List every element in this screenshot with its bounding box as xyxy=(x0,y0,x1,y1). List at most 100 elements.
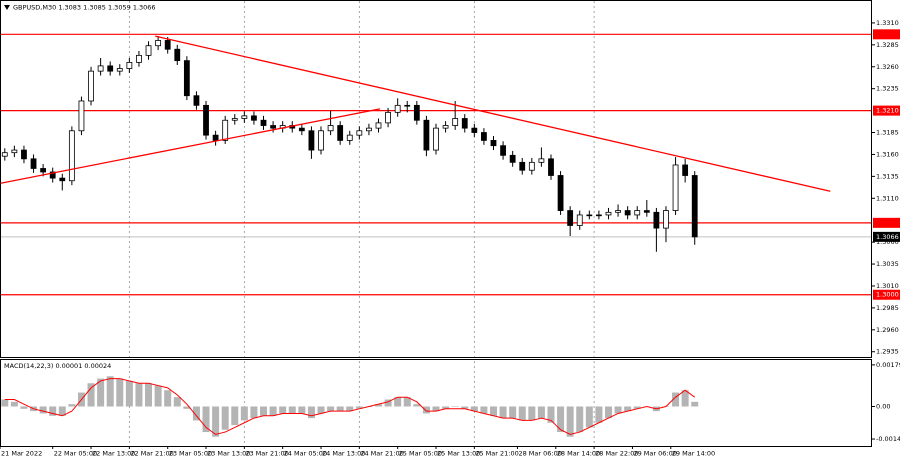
candle-body xyxy=(251,115,257,121)
y-tick-label: 1.3110 xyxy=(876,194,899,202)
candle-body xyxy=(433,127,439,151)
macd-bar xyxy=(135,383,143,407)
y-tick-label: 0.00179 xyxy=(876,361,900,369)
macd-bar xyxy=(518,406,526,421)
level-label: 1.3210 xyxy=(876,107,899,115)
candle-body xyxy=(136,54,142,63)
candle-body xyxy=(643,210,650,213)
candle-body xyxy=(30,158,37,169)
macd-bar xyxy=(164,390,172,407)
candle-body xyxy=(672,164,679,211)
macd-bar xyxy=(269,406,277,416)
macd-bar xyxy=(633,406,641,409)
macd-bar xyxy=(489,406,497,416)
candle-body xyxy=(59,177,66,182)
x-tick-label: 21 Mar 2022 xyxy=(1,450,42,458)
macd-info: MACD(14,22,3) 0.00001 0.00024 xyxy=(4,362,111,370)
candle-body xyxy=(107,65,114,72)
candle-body xyxy=(49,171,56,179)
macd-signal: 0.00024 xyxy=(84,362,111,370)
last-price-label: 1.3066 xyxy=(876,233,899,241)
level-label: 1.3000 xyxy=(876,291,899,299)
macd-bar xyxy=(557,406,565,433)
macd-bar xyxy=(68,404,76,407)
macd-bar xyxy=(10,401,18,407)
candle-body xyxy=(509,154,516,163)
macd-bar xyxy=(288,406,296,414)
candle-body xyxy=(653,211,660,229)
macd-bar xyxy=(614,406,622,414)
y-tick-label: -0.0014 xyxy=(876,435,900,443)
macd-bar xyxy=(355,406,363,409)
macd-bar xyxy=(212,406,220,437)
y-tick-label: 1.3035 xyxy=(876,260,899,268)
candle-body xyxy=(500,145,506,156)
macd-bar xyxy=(672,392,680,407)
macd-bar xyxy=(451,406,459,407)
info-high: 1.3085 xyxy=(83,4,106,12)
x-tick-label: 23 Mar 21:00 xyxy=(245,450,288,458)
macd-bar xyxy=(327,406,335,412)
macd-bar xyxy=(346,406,354,412)
candle-body xyxy=(538,158,545,163)
y-tick-label: 1.3260 xyxy=(876,63,899,71)
macd-bar xyxy=(145,383,153,407)
macd-bar xyxy=(1,399,9,407)
macd-signal-line xyxy=(4,378,696,435)
candle-body xyxy=(452,118,459,126)
y-tick-label: 0.00 xyxy=(876,402,890,410)
grid-layer xyxy=(128,1,595,446)
macd-bar xyxy=(461,406,469,409)
macd-bar xyxy=(336,406,344,412)
macd-bar xyxy=(240,406,248,421)
x-tick-label: 29 Mar 06:00 xyxy=(633,450,676,458)
marks-layer xyxy=(0,33,872,437)
info-close: 1.3066 xyxy=(133,4,156,12)
candle-body xyxy=(576,214,583,226)
candle-body xyxy=(260,119,267,126)
candle-body xyxy=(318,130,324,151)
candle-body xyxy=(203,104,209,136)
candle-body xyxy=(461,118,468,129)
macd-bar xyxy=(422,406,430,414)
candle-body xyxy=(557,175,564,211)
macd-bar xyxy=(20,406,28,409)
y-tick-label: 1.3285 xyxy=(876,41,899,49)
candle-body xyxy=(596,214,602,217)
candle-body xyxy=(567,210,574,226)
macd-bar xyxy=(154,385,162,407)
level-label-box xyxy=(873,217,900,228)
candle-body xyxy=(548,158,554,176)
x-tick-label: 24 Mar 13:00 xyxy=(322,450,365,458)
candle-body xyxy=(481,132,487,141)
macd-bar xyxy=(585,406,593,428)
y-tick-label: 1.2935 xyxy=(876,348,899,356)
macd-bar xyxy=(298,406,306,414)
macd-bar xyxy=(413,404,421,407)
x-tick-label: 28 Mar 22:00 xyxy=(595,450,638,458)
candle-body xyxy=(40,168,47,173)
y-tick-label: 1.3235 xyxy=(876,85,899,93)
candle-body xyxy=(442,125,449,129)
macd-bar xyxy=(221,406,229,430)
price-panel-frame xyxy=(0,0,872,358)
macd-bar xyxy=(403,397,411,407)
macd-bar xyxy=(528,406,536,421)
symbol-icon xyxy=(4,5,10,10)
x-tick-label: 22 Mar 13:00 xyxy=(92,450,135,458)
macd-bar xyxy=(97,378,105,407)
candle-body xyxy=(1,152,8,157)
level-label-box xyxy=(873,289,900,300)
candle-body xyxy=(231,118,238,121)
macd-bar xyxy=(499,406,507,419)
candle-body xyxy=(528,161,535,171)
x-tick-label: 22 Mar 21:00 xyxy=(130,450,173,458)
x-tick-label: 23 Mar 13:00 xyxy=(207,450,250,458)
y-tick-label: 1.3160 xyxy=(876,150,899,158)
x-tick-label: 25 Mar 13:00 xyxy=(437,450,480,458)
y-tick-label: 1.2960 xyxy=(876,326,899,334)
candle-body xyxy=(97,65,104,72)
macd-bar xyxy=(480,406,488,414)
macd-bar xyxy=(691,401,699,407)
macd-bar xyxy=(173,397,181,407)
